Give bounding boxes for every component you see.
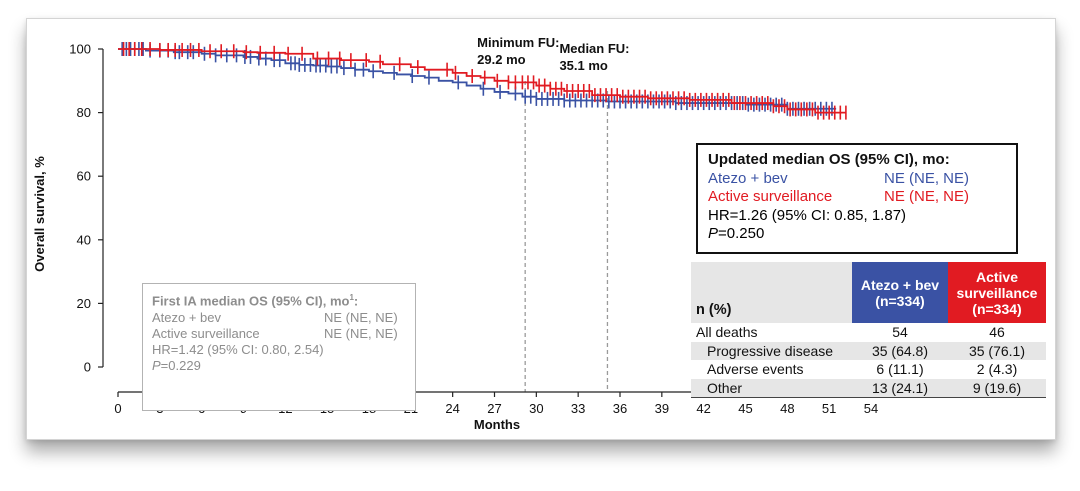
updated-arm1-label: Atezo + bev <box>708 169 788 187</box>
first-ia-arm2-value: NE (NE, NE) <box>324 325 398 341</box>
y-tick-label: 80 <box>77 105 91 120</box>
y-tick-label: 100 <box>69 42 91 57</box>
y-tick-label: 40 <box>77 232 91 247</box>
first-ia-p-value: P=0.229 <box>152 358 201 374</box>
x-tick-label: 42 <box>696 401 710 416</box>
km-chart: Minimum FU: 29.2 mo Median FU: 35.1 mo 0 20 4… <box>32 35 878 432</box>
x-axis-title: Months <box>474 417 520 432</box>
deaths-table: n (%) Atezo + bev (n=334) Active surveil… <box>691 262 1046 398</box>
updated-arm1-row: Atezo + bev NE (NE, NE) <box>708 170 1016 189</box>
y-tick-label: 60 <box>77 169 91 184</box>
deaths-table-header: n (%) Atezo + bev (n=334) Active surveil… <box>691 262 1046 323</box>
first-ia-arm1-value: NE (NE, NE) <box>324 309 398 325</box>
table-row: Other 13 (24.1) 9 (19.6) <box>691 378 1046 398</box>
table-row: Adverse events 6 (11.1) 2 (4.3) <box>707 361 1018 378</box>
series-active-surveillance <box>118 42 847 120</box>
updated-p-value: P=0.250 <box>708 225 765 242</box>
reference-line-label: Minimum FU: <box>477 35 559 50</box>
updated-hr: HR=1.26 (95% CI: 0.85, 1.87) <box>708 206 907 224</box>
reference-line-label: Median FU: <box>559 41 629 56</box>
table-row: All deaths 54 46 <box>696 324 1005 341</box>
x-tick-label: 51 <box>822 401 836 416</box>
first-ia-title: First IA median OS (95% CI), mo1: <box>152 293 359 309</box>
updated-arm2-label: Active surveillance <box>708 188 833 205</box>
updated-arm1-value: NE (NE, NE) <box>884 169 970 187</box>
x-tick-label: 30 <box>529 401 543 416</box>
x-tick-label: 36 <box>613 401 627 416</box>
n-percent-header: n (%) <box>696 302 732 318</box>
first-ia-arm1-row: Atezo + bev NE (NE, NE) <box>152 310 415 326</box>
table-row: Progressive disease 35 (64.8) 35 (76.1) <box>691 341 1046 360</box>
y-axis-title: Overall survival, % <box>32 156 47 272</box>
first-ia-hr: HR=1.42 (95% CI: 0.80, 2.54) <box>152 341 324 357</box>
first-ia-arm1-label: Atezo + bev <box>152 309 222 325</box>
x-tick-label: 48 <box>780 401 794 416</box>
figure-card: Minimum FU: 29.2 mo Median FU: 35.1 mo 0 20 4… <box>26 18 1056 440</box>
x-tick-label: 27 <box>487 401 501 416</box>
first-ia-arm2-label: Active surveillance <box>152 325 260 341</box>
y-tick-label: 20 <box>77 296 91 311</box>
updated-arm2-row: Active surveillance NE (NE, NE) <box>708 188 1016 207</box>
x-tick-label: 45 <box>738 401 752 416</box>
x-tick-label: 24 <box>445 401 459 416</box>
x-tick-label: 33 <box>571 401 585 416</box>
atezo-bev-column-header: Atezo + bev (n=334) <box>852 262 948 323</box>
active-surveillance-column-header: Active surveillance (n=334) <box>948 262 1046 323</box>
x-tick-label: 39 <box>655 401 669 416</box>
reference-line-value: 35.1 mo <box>559 58 607 73</box>
first-ia-median-os-box: First IA median OS (95% CI), mo1: Atezo … <box>142 283 416 411</box>
updated-box-title: Updated median OS (95% CI), mo: <box>708 151 950 168</box>
updated-arm2-value: NE (NE, NE) <box>884 188 970 205</box>
updated-median-os-box: Updated median OS (95% CI), mo: Atezo + … <box>696 143 1018 254</box>
first-ia-arm2-row: Active surveillance NE (NE, NE) <box>152 326 415 342</box>
y-tick-label: 0 <box>84 360 91 375</box>
reference-line-value: 29.2 mo <box>477 52 525 67</box>
x-tick-label: 0 <box>114 401 121 416</box>
x-tick-label: 54 <box>864 401 878 416</box>
